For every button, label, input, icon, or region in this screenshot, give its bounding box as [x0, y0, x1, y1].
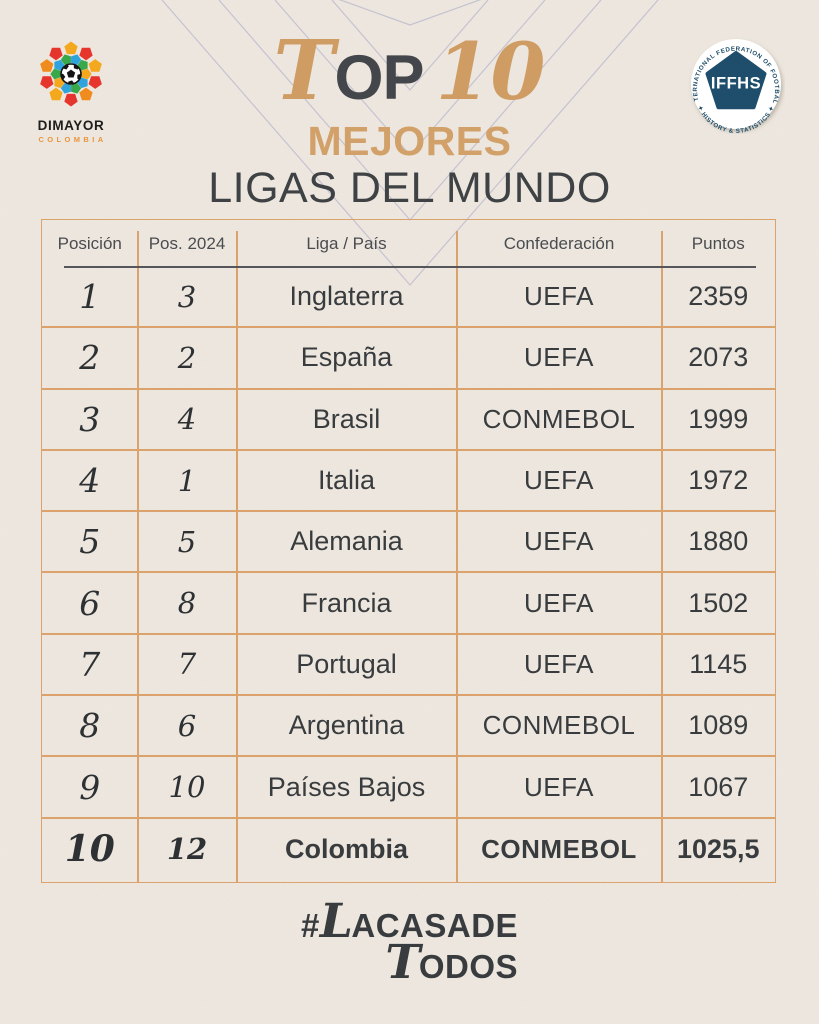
cell-posicion: 10 — [64, 828, 115, 871]
cell-confederacion: UEFA — [524, 526, 594, 557]
cell-puntos: 1880 — [688, 526, 749, 557]
col-header-posicion: Posición — [57, 233, 122, 253]
cell-pos-2024: 4 — [177, 402, 197, 437]
cell-pos-2024: 1 — [177, 463, 197, 498]
table-row: 8 6 Argentina CONMEBOL 1089 — [42, 696, 775, 758]
cell-puntos: 1145 — [689, 648, 748, 679]
cell-posicion: 1 — [79, 277, 101, 317]
cell-confederacion: UEFA — [524, 648, 594, 679]
cell-puntos: 1089 — [688, 710, 749, 741]
table-row: 4 1 Italia UEFA 1972 — [42, 451, 775, 513]
cell-confederacion: CONMEBOL — [482, 403, 636, 434]
cell-liga: Inglaterra — [289, 281, 404, 312]
cell-liga: Italia — [317, 465, 376, 496]
cell-posicion: 8 — [79, 706, 101, 746]
table-row: 9 10 Países Bajos UEFA 1067 — [42, 757, 775, 819]
cell-confederacion: UEFA — [524, 587, 594, 618]
cell-pos-2024: 2 — [177, 340, 197, 375]
cell-posicion: 6 — [79, 583, 101, 623]
cell-pos-2024: 10 — [168, 770, 206, 805]
ranking-table: Posición Pos. 2024 Liga / País Confedera… — [41, 219, 776, 883]
hashtag-line1-rest: ACASADE — [351, 907, 519, 944]
title-number-10: 10 — [435, 25, 546, 118]
table-row: 2 2 España UEFA 2073 — [42, 328, 775, 390]
cell-posicion: 5 — [79, 522, 101, 562]
cell-pos-2024: 8 — [177, 586, 197, 621]
column-divider — [455, 231, 458, 882]
col-header-confederacion: Confederación — [503, 233, 615, 253]
cell-puntos: 2073 — [688, 342, 749, 373]
cell-posicion: 4 — [79, 461, 101, 501]
hashtag-line2-rest: ODOS — [418, 948, 519, 985]
cell-pos-2024: 3 — [177, 279, 197, 314]
cell-puntos: 1999 — [688, 403, 749, 434]
cell-liga: Brasil — [312, 403, 381, 434]
col-header-pos-2024: Pos. 2024 — [148, 233, 226, 253]
cell-liga: Portugal — [296, 648, 397, 679]
col-header-liga-pais: Liga / País — [306, 233, 387, 253]
cell-liga: Argentina — [288, 710, 405, 741]
hashtag-script-l: L — [319, 894, 354, 949]
table-row: 7 7 Portugal UEFA 1145 — [42, 635, 775, 697]
cell-puntos: 1025,5 — [676, 833, 760, 864]
cell-pos-2024: 5 — [177, 524, 197, 559]
cell-pos-2024: 7 — [177, 647, 197, 682]
header-underline — [64, 266, 756, 268]
hash-symbol: # — [300, 907, 320, 944]
column-divider — [660, 231, 663, 882]
cell-posicion: 7 — [79, 644, 101, 684]
iffhs-logo: IFFHS INTERNATIONAL FEDERATION OF FOOTBA… — [684, 31, 785, 135]
cell-puntos: 1502 — [688, 587, 749, 618]
hashtag-script-t: T — [385, 935, 421, 990]
cell-posicion: 3 — [79, 399, 101, 439]
cell-confederacion: UEFA — [524, 342, 594, 373]
cell-confederacion: UEFA — [524, 281, 594, 312]
cell-liga: Francia — [301, 587, 392, 618]
title-script-t: T — [273, 23, 335, 119]
cell-pos-2024: 6 — [177, 708, 197, 743]
hashtag-line2: T ODOS — [385, 935, 519, 990]
hashtag-lacasadetodos: # L ACASADE T ODOS — [300, 894, 519, 990]
cell-liga: Colombia — [284, 833, 408, 864]
footer: # L ACASADE T ODOS — [0, 894, 819, 990]
cell-confederacion: UEFA — [524, 771, 594, 802]
table-row-highlighted-colombia: 10 12 Colombia CONMEBOL 1025,5 — [42, 819, 775, 880]
table-row: 5 5 Alemania UEFA 1880 — [42, 512, 775, 574]
iffhs-acronym: IFFHS — [711, 75, 761, 93]
cell-posicion: 2 — [79, 338, 101, 378]
table-header-row: Posición Pos. 2024 Liga / País Confedera… — [42, 220, 775, 267]
cell-puntos: 2359 — [688, 281, 749, 312]
title-op: OP — [334, 43, 425, 113]
cell-confederacion: CONMEBOL — [482, 710, 636, 741]
cell-confederacion: CONMEBOL — [481, 833, 637, 864]
cell-posicion: 9 — [79, 767, 101, 807]
table-row: 6 8 Francia UEFA 1502 — [42, 573, 775, 635]
cell-puntos: 1972 — [688, 465, 749, 496]
cell-confederacion: UEFA — [524, 465, 594, 496]
cell-liga: España — [300, 342, 393, 373]
col-header-puntos: Puntos — [691, 233, 745, 253]
cell-liga: Alemania — [290, 526, 403, 557]
cell-pos-2024: 12 — [166, 832, 208, 867]
table-row: 1 3 Inglaterra UEFA 2359 — [42, 267, 775, 329]
column-divider — [235, 231, 238, 882]
cell-puntos: 1067 — [688, 771, 749, 802]
title-ligas-del-mundo: LIGAS DEL MUNDO — [208, 164, 611, 212]
cell-liga: Países Bajos — [267, 771, 426, 802]
table-row: 3 4 Brasil CONMEBOL 1999 — [42, 390, 775, 451]
column-divider — [136, 231, 139, 882]
iffhs-badge-icon: IFFHS INTERNATIONAL FEDERATION OF FOOTBA… — [684, 31, 781, 135]
